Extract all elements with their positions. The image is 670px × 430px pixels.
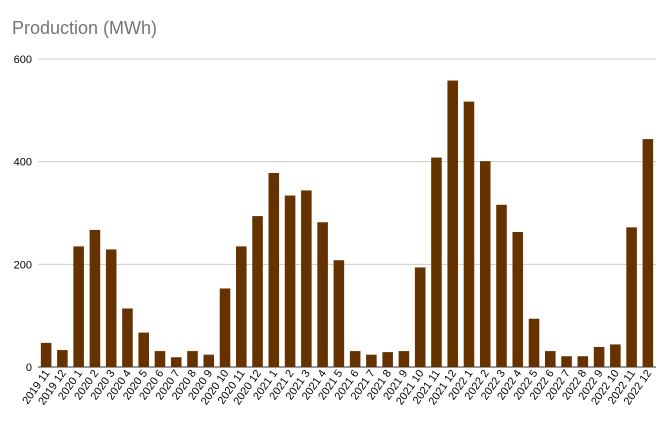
chart-title: Production (MWh) xyxy=(12,18,158,38)
bar xyxy=(236,246,247,367)
bar xyxy=(333,260,345,367)
y-tick-label: 200 xyxy=(14,259,32,271)
bar xyxy=(154,351,166,367)
bar xyxy=(57,350,68,367)
bar xyxy=(463,101,475,368)
y-tick-label: 600 xyxy=(14,54,32,66)
y-tick-label: 400 xyxy=(14,157,32,169)
bar xyxy=(349,351,361,367)
bar xyxy=(138,332,149,367)
bar xyxy=(317,222,328,367)
bar xyxy=(382,352,393,367)
bar xyxy=(414,267,426,367)
bar xyxy=(447,80,458,367)
bar xyxy=(284,195,296,367)
bar xyxy=(626,227,637,367)
bar xyxy=(561,356,572,367)
y-tick-label: 0 xyxy=(26,362,32,374)
bar-layer xyxy=(40,80,654,368)
bar xyxy=(40,342,52,367)
bar xyxy=(366,354,377,367)
bar xyxy=(252,216,263,367)
bar xyxy=(105,249,117,367)
bar xyxy=(512,231,524,367)
bar xyxy=(610,344,621,367)
bar xyxy=(642,139,654,367)
bar xyxy=(496,204,507,367)
bar xyxy=(268,172,280,367)
bar xyxy=(593,346,605,367)
bar xyxy=(301,190,312,367)
bar xyxy=(219,288,231,367)
bar xyxy=(89,229,101,367)
bar xyxy=(431,157,442,367)
bar xyxy=(203,354,215,367)
bar xyxy=(170,357,182,367)
bar xyxy=(528,318,540,367)
y-axis-ticks: 0 200 400 600 xyxy=(14,54,32,374)
bar xyxy=(73,246,84,367)
bar xyxy=(122,308,133,367)
bar xyxy=(187,351,198,367)
bar xyxy=(479,161,491,367)
bar xyxy=(398,351,410,367)
bar xyxy=(545,351,556,367)
bar xyxy=(577,356,589,367)
